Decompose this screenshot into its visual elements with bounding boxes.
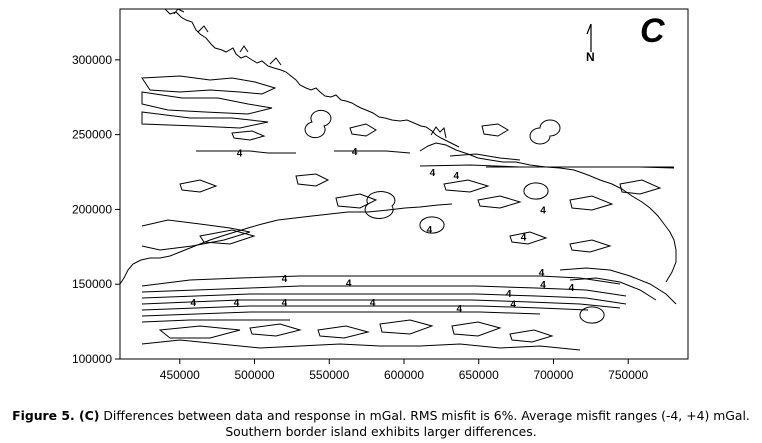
north-arrow: N bbox=[586, 23, 595, 64]
contour-label: 4 bbox=[539, 268, 545, 279]
contour-label: 4 bbox=[454, 171, 460, 182]
x-tick-label: 750000 bbox=[608, 368, 648, 382]
y-tick-label: 150000 bbox=[72, 277, 112, 291]
contour-label: 4 bbox=[352, 147, 358, 158]
figure-caption: Figure 5. (C) Differences between data a… bbox=[0, 408, 762, 440]
x-tick-label: 600000 bbox=[384, 368, 424, 382]
contour-label: 4 bbox=[506, 289, 512, 300]
contour-label: 4 bbox=[237, 149, 243, 160]
contour-map-figure: 450000 500000 550000 600000 650000 700000 7500… bbox=[72, 8, 689, 382]
panel-letter: C bbox=[640, 12, 665, 50]
contour-label: 4 bbox=[234, 298, 240, 309]
north-letter: N bbox=[586, 50, 595, 64]
caption-text: Differences between data and response in… bbox=[99, 408, 750, 439]
y-tick-label: 250000 bbox=[72, 128, 112, 142]
caption-label: Figure 5. (C) bbox=[12, 408, 100, 423]
misfit-contours bbox=[141, 75, 677, 351]
x-tick-label: 450000 bbox=[160, 368, 200, 382]
contour-label: 4 bbox=[457, 304, 463, 315]
contour-label: 4 bbox=[540, 280, 546, 291]
x-tick-label: 700000 bbox=[533, 368, 573, 382]
contour-label: 4 bbox=[346, 279, 352, 290]
contour-label: 4 bbox=[282, 274, 288, 285]
gulf-coast-detail bbox=[173, 8, 282, 66]
y-tick-label: 100000 bbox=[72, 352, 112, 366]
plot-axes: 450000 500000 550000 600000 650000 700000 7500… bbox=[72, 8, 689, 382]
contour-label: 4 bbox=[430, 168, 436, 179]
contour-label: 4 bbox=[282, 298, 288, 309]
y-tick-label: 300000 bbox=[72, 53, 112, 67]
x-tick-label: 500000 bbox=[235, 368, 275, 382]
x-tick-label: 550000 bbox=[309, 368, 349, 382]
peninsula-coast bbox=[430, 126, 447, 139]
contour-label: 4 bbox=[510, 300, 516, 311]
contour-label: 4 bbox=[190, 298, 196, 309]
contour-label: 4 bbox=[540, 205, 546, 216]
contour-label: 4 bbox=[521, 232, 527, 243]
contour-label: 4 bbox=[569, 283, 575, 294]
contour-label: 4 bbox=[370, 298, 376, 309]
y-tick-label: 200000 bbox=[72, 202, 112, 216]
south-america-coast bbox=[119, 203, 453, 285]
x-tick-label: 650000 bbox=[459, 368, 499, 382]
contour-label: 4 bbox=[427, 225, 433, 236]
island-chain-coast bbox=[419, 142, 677, 283]
north-coastline bbox=[164, 8, 460, 148]
